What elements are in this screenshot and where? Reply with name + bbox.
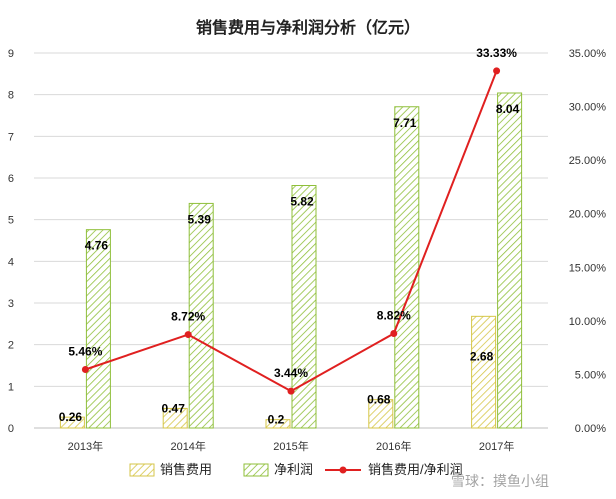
data-label-sales: 0.2	[268, 413, 285, 427]
left-tick-label: 9	[8, 48, 14, 60]
right-axis: 0.00% 5.00% 10.00% 15.00% 20.00% 25.00% 30.00%…	[569, 48, 607, 435]
right-tick-label: 15.00%	[569, 262, 607, 274]
data-labels-layer: 0.26 4.76 0.47 5.39 0.2 5.82 0.68 7.71 2.68 8.04 5…	[59, 46, 520, 427]
category-label: 2016年	[376, 439, 411, 453]
bar-net-profit	[291, 185, 317, 429]
category-label: 2014年	[170, 439, 205, 453]
data-label-ratio: 8.82%	[377, 309, 411, 323]
data-label-profit: 8.04	[496, 102, 520, 116]
right-tick-label: 30.00%	[569, 102, 607, 114]
right-tick-label: 0.00%	[575, 423, 606, 435]
left-tick-label: 2	[8, 340, 14, 352]
data-label-sales: 0.47	[162, 401, 186, 415]
left-tick-label: 0	[8, 423, 14, 435]
legend-swatch-ratio-dot	[339, 466, 347, 474]
bar-net-profit	[497, 92, 523, 429]
category-label: 2013年	[68, 439, 103, 453]
bar-net-profit	[85, 229, 111, 429]
line-point	[493, 67, 501, 75]
line-ratio-series	[85, 70, 498, 393]
data-label-profit: 5.82	[290, 195, 314, 209]
line-layer	[81, 67, 501, 395]
data-label-ratio: 8.72%	[171, 310, 205, 324]
legend-swatch-sales	[129, 463, 155, 477]
right-tick-label: 10.00%	[569, 316, 607, 328]
line-point	[184, 331, 192, 339]
data-label-sales: 0.68	[367, 393, 391, 407]
data-label-ratio: 3.44%	[274, 366, 308, 380]
line-point	[287, 387, 295, 395]
legend-swatch-profit	[243, 463, 269, 477]
data-label-ratio: 33.33%	[476, 46, 517, 60]
grid-layer	[34, 52, 548, 429]
data-label-ratio: 5.46%	[68, 345, 102, 359]
data-label-sales: 0.26	[59, 410, 83, 424]
line-point	[390, 330, 398, 337]
right-tick-label: 20.00%	[569, 209, 607, 221]
bar-sales-expense	[59, 416, 85, 429]
left-tick-label: 3	[8, 298, 14, 310]
legend-label-profit: 净利润	[274, 462, 313, 477]
bar-sales-expense	[368, 399, 394, 429]
right-tick-label: 5.00%	[575, 369, 606, 381]
left-tick-label: 8	[8, 90, 14, 102]
category-label: 2017年	[479, 439, 514, 453]
data-label-profit: 5.39	[188, 212, 212, 226]
bar-net-profit	[394, 106, 420, 429]
chart-title: 销售费用与净利润分析（亿元）	[196, 18, 420, 37]
legend: 销售费用 净利润 销售费用/净利润	[129, 462, 463, 477]
left-tick-label: 4	[8, 256, 14, 268]
data-label-profit: 7.71	[393, 116, 417, 130]
bar-net-profit	[188, 202, 214, 429]
right-tick-label: 35.00%	[569, 48, 607, 60]
right-tick-label: 25.00%	[569, 155, 607, 167]
left-tick-label: 6	[8, 173, 14, 185]
data-label-sales: 2.68	[470, 349, 494, 363]
bar-sales-expense	[265, 419, 291, 429]
category-label: 2015年	[273, 439, 308, 453]
left-tick-label: 1	[8, 381, 14, 393]
legend-label-ratio: 销售费用/净利润	[368, 462, 463, 477]
left-axis: 0 1 2 3 4 5 6 7 8 9	[8, 48, 14, 435]
bar-sales-expense	[471, 315, 497, 429]
bar-sales-expense	[162, 407, 188, 429]
bars-layer	[59, 92, 523, 429]
category-axis: 2013年 2014年 2015年 2016年 2017年	[68, 439, 515, 453]
line-point	[81, 366, 89, 373]
left-tick-label: 7	[8, 131, 14, 143]
watermark-text: 雪球：摸鱼小组	[451, 473, 549, 489]
legend-label-sales: 销售费用	[160, 462, 212, 477]
left-tick-label: 5	[8, 215, 14, 227]
data-label-profit: 4.76	[85, 239, 109, 253]
